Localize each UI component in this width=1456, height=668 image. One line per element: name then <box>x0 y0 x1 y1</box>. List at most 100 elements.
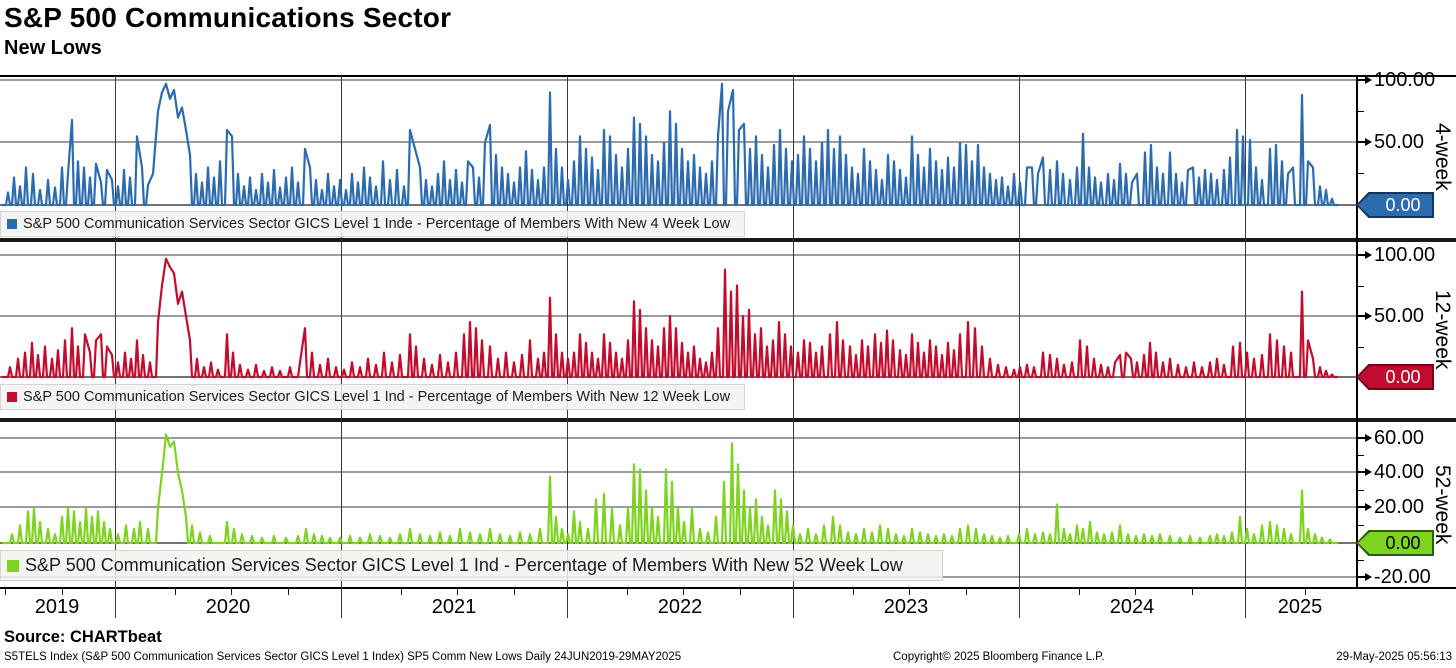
y-tick-label: 60.00 <box>1374 427 1425 449</box>
year-gridline <box>567 76 568 618</box>
x-minor-tick <box>5 588 6 595</box>
y-tick-arrow-icon <box>1365 138 1372 146</box>
last-value-tag-fill <box>1358 532 1432 554</box>
legend-marker-square <box>7 559 19 572</box>
panel-title-52week: 52-week <box>1431 465 1454 545</box>
y-minor-tick <box>1357 347 1364 348</box>
year-gridline <box>1245 76 1246 618</box>
y-tick-arrow-icon <box>1365 573 1372 581</box>
last-value-text: 0.00 <box>1385 532 1421 553</box>
x-minor-tick <box>853 588 854 595</box>
last-value-tag-52week: 0.00 <box>1356 530 1434 556</box>
chart-top-border <box>0 75 1456 77</box>
x-minor-tick <box>288 588 289 595</box>
y-major-tick <box>1356 437 1366 439</box>
panel-separator-1 <box>0 238 1456 242</box>
panel-title-4week: 4-week <box>1431 123 1454 191</box>
legend-12week: S&P 500 Communication Services Sector GI… <box>0 384 745 410</box>
y-tick-label: -20.00 <box>1374 566 1431 588</box>
y-tick-label: 20.00 <box>1374 496 1425 518</box>
y-major-tick <box>1356 315 1366 317</box>
last-value-tag-4week: 0.00 <box>1356 192 1434 218</box>
y-minor-tick <box>1357 525 1364 526</box>
x-tick-label-2020: 2020 <box>205 596 251 618</box>
year-gridline <box>1019 76 1020 618</box>
y-major-tick <box>1356 79 1366 81</box>
y-minor-tick <box>1357 286 1364 287</box>
last-value-text: 0.00 <box>1385 194 1421 215</box>
x-minor-tick <box>175 588 176 595</box>
legend-52week: S&P 500 Communication Services Sector GI… <box>0 550 943 581</box>
x-minor-tick <box>1135 588 1136 595</box>
x-tick-label-2022: 2022 <box>657 596 703 618</box>
y-minor-tick <box>1357 111 1364 112</box>
x-minor-tick <box>1079 588 1080 595</box>
y-tick-arrow-icon <box>1365 312 1372 320</box>
y-tick-arrow-icon <box>1365 503 1372 511</box>
x-tick-label-2025: 2025 <box>1277 596 1323 618</box>
panel-title-12week: 12-week <box>1431 290 1454 370</box>
y-tick-arrow-icon <box>1365 251 1372 259</box>
footer-copyright: Copyright© 2025 Bloomberg Finance L.P. <box>893 651 1105 663</box>
legend-marker-square <box>7 219 17 229</box>
x-minor-tick <box>1305 588 1306 595</box>
y-tick-label: 100.00 <box>1374 69 1436 91</box>
last-value-text: 0.00 <box>1385 366 1421 387</box>
x-minor-tick <box>627 588 628 595</box>
y-major-tick <box>1356 506 1366 508</box>
x-tick-label-2023: 2023 <box>883 596 929 618</box>
y-tick-arrow-icon <box>1365 76 1372 84</box>
x-minor-tick <box>62 588 63 595</box>
page-title: S&P 500 Communications Sector <box>4 2 452 33</box>
legend-4week: S&P 500 Communication Services Sector GI… <box>0 211 745 237</box>
x-tick-label-2024: 2024 <box>1109 596 1155 618</box>
y-major-tick <box>1356 471 1366 473</box>
x-minor-tick <box>231 588 232 595</box>
series-line-52-week <box>2 433 1338 545</box>
legend-label: S&P 500 Communication Services Sector GI… <box>25 555 903 575</box>
last-value-tag-12week: 0.00 <box>1356 364 1434 390</box>
source-label: Source: CHARTbeat <box>4 628 162 646</box>
x-minor-tick <box>683 588 684 595</box>
year-gridline <box>115 76 116 618</box>
panel-12week-plot <box>0 254 1357 379</box>
y-minor-tick <box>1357 455 1364 456</box>
y-tick-label: 100.00 <box>1374 244 1436 266</box>
y-tick-label: 50.00 <box>1374 131 1425 153</box>
legend-label: S&P 500 Communication Services Sector GI… <box>23 216 731 232</box>
footer-timestamp: 29-May-2025 05:56:13 <box>1336 651 1452 663</box>
year-gridline <box>341 76 342 618</box>
panel-4week-plot <box>0 79 1357 207</box>
y-major-tick <box>1356 141 1366 143</box>
series-line-4-week <box>2 82 1338 207</box>
y-tick-label: 40.00 <box>1374 461 1425 483</box>
page-subtitle: New Lows <box>4 37 102 59</box>
footer-description: S5TELS Index (S&P 500 Communication Serv… <box>4 651 682 663</box>
x-minor-tick <box>909 588 910 595</box>
y-tick-arrow-icon <box>1365 434 1372 442</box>
series-line-12-week <box>2 257 1338 379</box>
y-major-tick <box>1356 576 1366 578</box>
y-minor-tick <box>1357 560 1364 561</box>
x-minor-tick <box>740 588 741 595</box>
year-gridline <box>793 76 794 618</box>
x-axis-line <box>0 587 1456 589</box>
right-axis-spine <box>1356 76 1358 589</box>
legend-label: S&P 500 Communication Services Sector GI… <box>23 389 731 405</box>
x-minor-tick <box>966 588 967 595</box>
x-minor-tick <box>401 588 402 595</box>
last-value-tag-fill <box>1358 194 1432 216</box>
legend-marker-square <box>7 392 17 402</box>
panel-separator-2 <box>0 418 1456 422</box>
y-major-tick <box>1356 254 1366 256</box>
y-tick-arrow-icon <box>1365 468 1372 476</box>
x-minor-tick <box>1192 588 1193 595</box>
y-minor-tick <box>1357 490 1364 491</box>
y-minor-tick <box>1357 173 1364 174</box>
last-value-tag-fill <box>1358 366 1432 388</box>
x-minor-tick <box>457 588 458 595</box>
y-tick-label: 50.00 <box>1374 305 1425 327</box>
x-tick-label-2019: 2019 <box>34 596 80 618</box>
x-minor-tick <box>514 588 515 595</box>
x-tick-label-2021: 2021 <box>431 596 477 618</box>
